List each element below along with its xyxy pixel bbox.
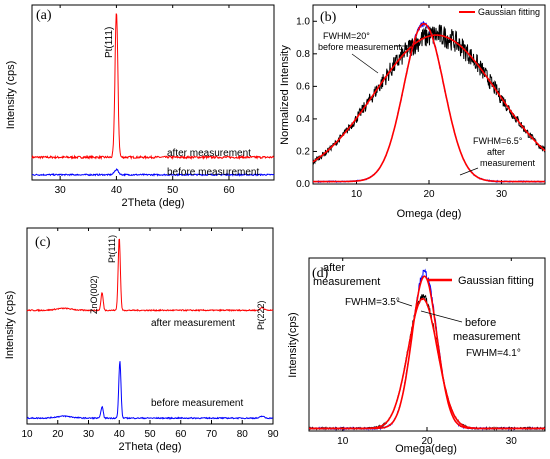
panel-d-annot-fwhm-before: FWHM=4.1°	[466, 348, 521, 359]
panel-a-peak-label: Pt(111)	[104, 27, 115, 58]
panel-d-xlabel: Omega(deg)	[395, 443, 457, 455]
panel-b-xtick-label: 20	[423, 189, 435, 200]
panel-a-series-1-line	[32, 168, 275, 177]
panel-d-arrow-before	[420, 310, 463, 323]
panel-d-xtick-label: 10	[337, 436, 349, 447]
panel-a-series-label-after: after measurement	[167, 148, 251, 159]
panel-c-peak-label-pt111: Pt(111)	[107, 235, 117, 263]
panel-b-ytick-label: 0.6	[296, 81, 310, 92]
panel-d-label: (d)	[312, 266, 329, 281]
panel-c-xtick-label: 90	[267, 429, 279, 440]
panel-b-xtick-label: 30	[496, 189, 508, 200]
panel-b-annot-before-measurement: before measurement	[318, 42, 402, 52]
panel-b-annot-after-1: after	[487, 147, 505, 157]
panel-d-annot-after-2: measurement	[313, 276, 380, 288]
panel-c-label: (c)	[35, 235, 51, 250]
panel-d-xtick-label: 30	[506, 436, 518, 447]
panel-b-series-3-line	[313, 22, 545, 183]
panel-b-annot-fwhm-before: FWHM=20°	[323, 31, 370, 41]
panel-b-ytick-label: 0.2	[296, 146, 310, 157]
panel-b-ytick-label: 1.0	[296, 16, 310, 27]
panel-d: (d) Intensity(cps) Omega(deg) 10 20 30 Gau…	[287, 257, 546, 455]
panel-c-peak-label-zno: ZnO(002)	[89, 275, 99, 314]
panel-d-ylabel: Intensity(cps)	[287, 312, 299, 377]
panel-b-arrow-after	[459, 167, 479, 176]
panel-b-ytick-label: 0.4	[296, 114, 310, 125]
panel-c-ylabel: Intensity (cps)	[4, 291, 16, 359]
panel-c-xtick-label: 70	[206, 429, 218, 440]
panel-b-ytick-label: 0.0	[296, 179, 310, 190]
panel-b-xlabel: Omega (deg)	[397, 208, 462, 220]
panel-b-annot-after-2: measurement	[480, 158, 536, 168]
panel-a-xtick-label: 60	[223, 185, 235, 196]
panel-c-series-0-line	[26, 238, 274, 313]
panel-c-xtick-label: 80	[237, 429, 249, 440]
panel-a: (a) Intensity (cps) 2Theta (deg) 30 40 50 6…	[5, 4, 275, 209]
panel-a-xlabel: 2Theta (deg)	[122, 197, 185, 209]
panel-b-series-0-line	[312, 24, 546, 165]
panel-a-label: (a)	[36, 8, 52, 23]
panel-b-series-1-line	[312, 34, 546, 163]
panel-a-xtick-label: 30	[55, 185, 67, 196]
panel-c-xtick-label: 10	[21, 429, 33, 440]
panel-c-xtick-label: 50	[144, 429, 156, 440]
panel-c-peak-label-pt222: Pt(222)	[256, 300, 266, 330]
panel-b-label: (b)	[320, 10, 337, 25]
panel-a-series-0-line	[31, 13, 275, 161]
panel-d-legend-label: Gaussian fitting	[458, 275, 534, 287]
panel-a-ylabel: Intensity (cps)	[5, 61, 17, 129]
panel-d-annot-before-2: measurement	[453, 331, 520, 343]
panel-c-series-label-before: before measurement	[151, 398, 243, 409]
panel-a-xtick-label: 40	[111, 185, 123, 196]
panel-d-series-1-line	[308, 294, 546, 431]
panel-b-ylabel: Normalized Intensity	[279, 45, 291, 145]
panel-b-annot-fwhm-after: FWHM=6.5°	[473, 136, 523, 146]
panel-b-ytick-label: 0.8	[296, 49, 310, 60]
panel-d-xtick-label: 20	[421, 436, 433, 447]
panel-c-frame	[26, 227, 274, 425]
panel-c-xtick-label: 20	[52, 429, 64, 440]
panel-b-legend-label: Gaussian fitting	[478, 7, 540, 17]
panel-d-annot-after-1: after	[323, 262, 345, 274]
panel-b-legend: Gaussian fitting	[459, 7, 540, 17]
panel-a-xtick-label: 50	[167, 185, 179, 196]
panel-c-xtick-label: 60	[175, 429, 187, 440]
panel-c-xtick-label: 30	[83, 429, 95, 440]
panel-b: (b) Normalized Intensity Omega (deg) 10 2…	[279, 4, 546, 220]
panel-b-xtick-label: 10	[351, 189, 363, 200]
panel-a-series-label-before: before measurement	[167, 167, 259, 178]
panel-c-series-1-line	[26, 361, 274, 420]
panel-c-xtick-label: 40	[114, 429, 126, 440]
panel-d-annot-before-1: before	[465, 317, 496, 329]
panel-c-xlabel: 2Theta (deg)	[119, 441, 182, 453]
panel-d-legend: Gaussian fitting	[427, 275, 534, 287]
panel-d-arrow-after	[396, 300, 413, 307]
panel-c: (c) Intensity (cps) 2Theta (deg) 10 20 30 4…	[4, 227, 279, 453]
panel-b-arrow-before	[351, 53, 379, 74]
panel-d-annot-fwhm-after: FWHM=3.5°	[345, 297, 400, 308]
panel-a-frame	[31, 4, 275, 181]
panel-d-series-3-line	[309, 297, 545, 430]
panel-c-series-label-after: after measurement	[151, 318, 235, 329]
